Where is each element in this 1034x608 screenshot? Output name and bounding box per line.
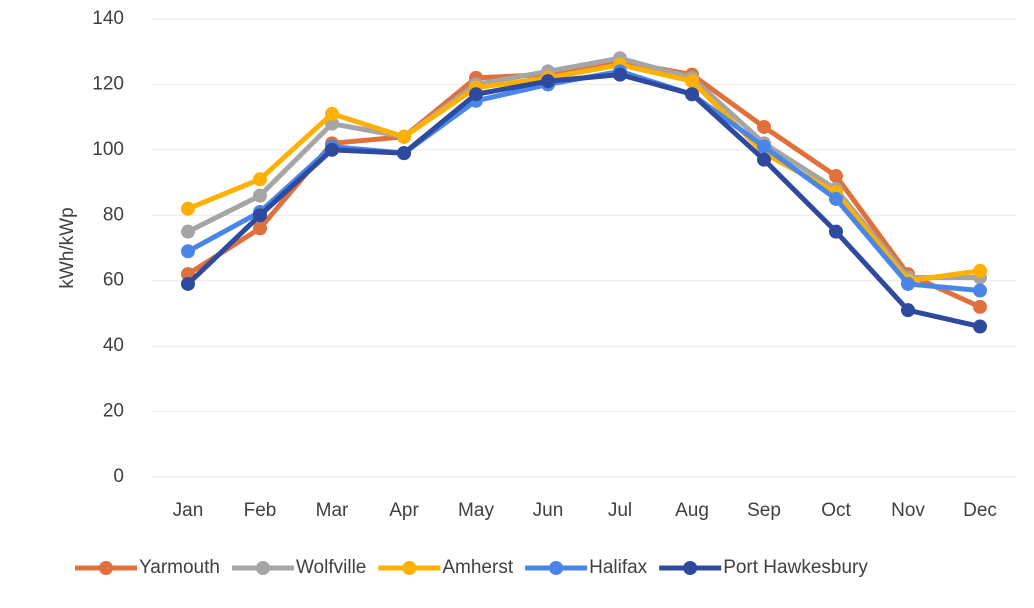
data-point	[901, 276, 915, 291]
legend-label: Wolfville	[296, 557, 366, 578]
data-point	[613, 67, 627, 82]
x-tick-label: Mar	[316, 500, 349, 521]
x-tick-label: Oct	[821, 500, 851, 521]
data-point	[181, 276, 195, 291]
y-tick-label: 60	[103, 270, 124, 291]
legend-marker	[683, 561, 698, 575]
data-point	[181, 244, 195, 259]
x-tick-label: Jul	[608, 500, 632, 521]
y-axis-label: kWh/kWp	[57, 207, 78, 288]
x-tick-label: Dec	[963, 500, 997, 521]
data-point	[253, 221, 267, 236]
data-point	[253, 208, 267, 223]
data-point	[829, 224, 843, 239]
legend-marker	[255, 561, 270, 575]
legend-marker	[99, 561, 113, 575]
x-tick-label: Jun	[533, 500, 564, 521]
data-point	[325, 142, 339, 157]
data-point	[325, 106, 339, 121]
data-point	[685, 74, 699, 89]
data-point	[181, 201, 195, 216]
legend-label: Amherst	[442, 557, 513, 578]
y-tick-label: 140	[92, 8, 124, 29]
y-tick-label: 40	[103, 335, 124, 356]
data-point	[253, 188, 267, 203]
y-tick-label: 100	[92, 139, 124, 160]
data-point	[973, 299, 987, 314]
series-line	[187, 62, 981, 284]
series-line	[186, 59, 982, 310]
x-tick-label: Aug	[675, 500, 709, 521]
data-point	[829, 169, 843, 184]
y-tick-label: 20	[103, 401, 124, 422]
data-point	[973, 263, 987, 278]
data-point	[757, 152, 771, 167]
y-tick-label: 0	[113, 466, 124, 487]
data-point	[469, 87, 483, 102]
x-tick-label: May	[458, 500, 494, 521]
x-tick-label: Feb	[244, 500, 277, 521]
x-tick-label: Nov	[891, 500, 925, 521]
data-point	[181, 224, 195, 239]
data-point	[757, 139, 771, 154]
data-point	[901, 303, 915, 318]
data-point	[541, 74, 555, 89]
data-point	[397, 146, 411, 161]
legend-label: Halifax	[589, 557, 648, 578]
legend-marker	[549, 561, 564, 575]
data-point	[973, 283, 987, 298]
data-point	[685, 87, 699, 102]
data-point	[397, 129, 411, 144]
legend-label: Yarmouth	[139, 557, 220, 578]
legend-label: Port Hawkesbury	[723, 557, 868, 578]
x-tick-label: Apr	[389, 500, 419, 521]
data-point	[829, 191, 843, 206]
series-line	[186, 72, 981, 329]
data-point	[253, 172, 267, 187]
data-point	[973, 319, 987, 334]
x-tick-label: Jan	[173, 500, 204, 521]
y-tick-label: 80	[103, 204, 124, 225]
x-tick-label: Sep	[747, 500, 781, 521]
legend-marker	[402, 561, 417, 575]
y-tick-label: 120	[92, 73, 124, 94]
data-point	[757, 119, 771, 134]
